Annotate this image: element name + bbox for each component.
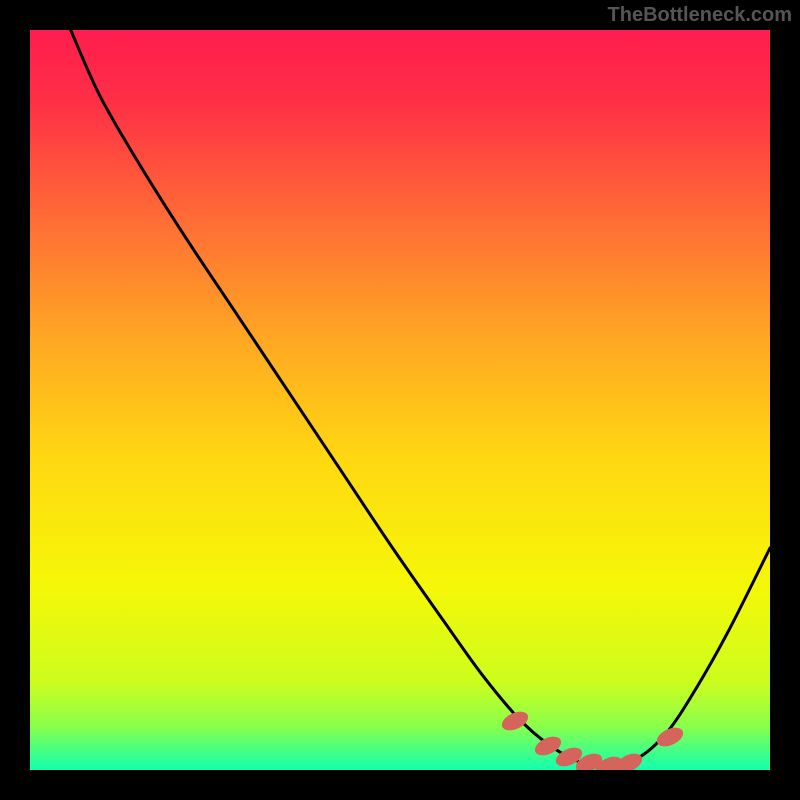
watermark-text: TheBottleneck.com bbox=[608, 4, 792, 27]
chart-container: TheBottleneck.com bbox=[0, 0, 800, 800]
plot-area bbox=[30, 30, 770, 770]
curve-layer bbox=[30, 30, 770, 770]
bottleneck-curve bbox=[71, 30, 770, 768]
